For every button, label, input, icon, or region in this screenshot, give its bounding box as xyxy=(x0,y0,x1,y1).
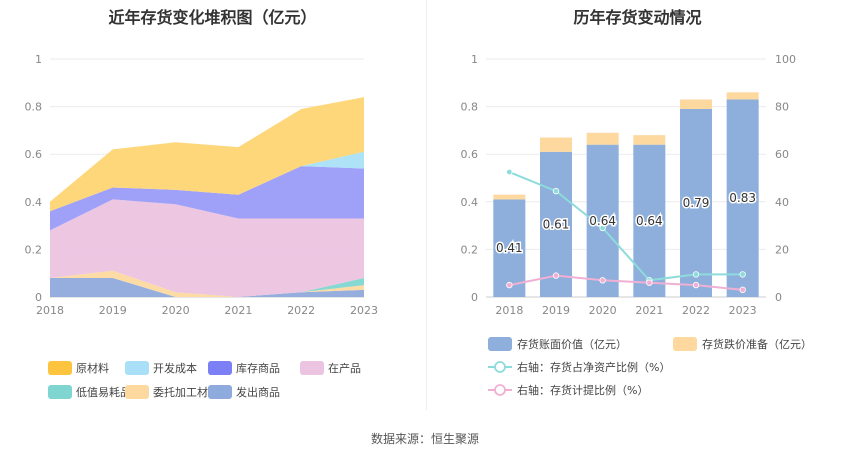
legend-marker xyxy=(494,361,506,373)
y-tick-label: 0.4 xyxy=(461,196,479,209)
line-point xyxy=(552,272,560,279)
y-tick-label: 0.8 xyxy=(461,101,479,114)
legend-label: 右轴：存货占净资产比例（%） xyxy=(517,360,670,374)
x-tick-label: 2022 xyxy=(287,304,315,317)
legend-swatch xyxy=(488,337,512,351)
bar-impairment xyxy=(633,135,666,145)
x-tick-label: 2019 xyxy=(542,304,570,317)
legend-swatch xyxy=(208,385,232,399)
legend-swatch xyxy=(48,361,72,375)
legend-label: 委托加工材料 xyxy=(153,385,219,399)
bar-book-value xyxy=(680,108,712,297)
legend-swatch xyxy=(125,361,149,375)
y2-tick-label: 60 xyxy=(775,148,789,161)
chart-divider xyxy=(426,0,427,410)
stacked-area-chart: 0 0.2 0.4 0.6 0.8 1 2018 2019 2020 2021 2022 2023 原材… xyxy=(25,53,378,399)
legend-label: 存货账面价值（亿元） xyxy=(517,337,627,351)
x-tick-label: 2022 xyxy=(682,304,710,317)
area-series xyxy=(50,278,364,297)
bar-data-label: 0.79 xyxy=(683,196,710,210)
legend-swatch xyxy=(48,385,72,399)
bar-data-label: 0.61 xyxy=(543,217,570,231)
bar-book-value xyxy=(726,99,759,298)
y2-tick-label: 40 xyxy=(775,196,789,209)
left-chart-title: 近年存货变化堆积图（亿元） xyxy=(108,8,317,27)
line-point xyxy=(506,281,513,289)
data-source: 数据来源：恒生聚源 xyxy=(370,432,479,446)
legend-marker xyxy=(494,384,506,396)
y-tick-label: 1 xyxy=(35,53,42,66)
y-tick-label: 0 xyxy=(471,291,478,304)
y2-tick-label: 20 xyxy=(775,243,789,256)
y-tick-label: 0 xyxy=(35,291,42,304)
line-point xyxy=(506,168,513,176)
y-tick-label: 0.6 xyxy=(461,148,479,161)
bar-book-value xyxy=(633,144,666,297)
line-point xyxy=(552,187,560,195)
bar-impairment xyxy=(680,99,712,109)
bar-impairment xyxy=(586,132,619,145)
bar-data-label: 0.64 xyxy=(636,214,663,228)
line-series xyxy=(509,274,743,291)
legend-label: 开发成本 xyxy=(153,361,197,375)
area-series xyxy=(50,270,364,297)
legend-swatch xyxy=(300,361,324,375)
y-tick-label: 0.2 xyxy=(25,243,43,256)
y-tick-label: 1 xyxy=(471,53,478,66)
legend-label: 低值易耗品 xyxy=(76,386,131,399)
x-tick-label: 2021 xyxy=(635,304,663,317)
legend-swatch xyxy=(125,385,149,399)
line-series xyxy=(508,171,743,282)
x-tick-label: 2023 xyxy=(350,304,378,317)
bar-data-label: 0.41 xyxy=(496,241,523,255)
bar-book-value xyxy=(493,199,526,297)
x-tick-label: 2019 xyxy=(99,304,127,317)
x-tick-label: 2020 xyxy=(589,304,617,317)
y-tick-label: 0.8 xyxy=(25,101,43,114)
x-tick-label: 2020 xyxy=(162,304,190,317)
line-point xyxy=(739,271,746,278)
x-tick-label: 2018 xyxy=(495,304,523,317)
y-tick-label: 0.4 xyxy=(25,196,43,209)
y-tick-label: 0.6 xyxy=(25,148,43,161)
right-chart-title: 历年存货变动情况 xyxy=(573,8,702,27)
bar-impairment xyxy=(540,137,572,152)
area-series xyxy=(50,97,364,212)
y2-tick-label: 100 xyxy=(775,53,796,66)
legend-label: 发出商品 xyxy=(236,385,280,399)
line-point xyxy=(692,271,700,278)
line-point xyxy=(599,224,606,232)
x-tick-label: 2023 xyxy=(729,304,757,317)
area-series xyxy=(50,166,364,231)
legend-label: 存货跌价准备（亿元） xyxy=(702,337,812,351)
y-tick-label: 0.2 xyxy=(461,243,479,256)
legend-label: 右轴：存货计提比例（%） xyxy=(517,383,648,397)
y2-tick-label: 80 xyxy=(775,101,789,114)
bar-book-value xyxy=(586,144,619,297)
line-point xyxy=(692,281,700,289)
line-point xyxy=(646,279,653,286)
x-tick-label: 2021 xyxy=(224,304,252,317)
x-tick-label: 2018 xyxy=(36,304,64,317)
y2-tick-label: 0 xyxy=(775,291,782,304)
bar-data-label: 0.64 xyxy=(589,214,616,228)
legend-label: 库存商品 xyxy=(236,361,280,375)
line-point xyxy=(739,286,746,294)
area-series xyxy=(50,199,364,297)
bar-impairment xyxy=(493,194,526,200)
legend-swatch xyxy=(208,361,232,375)
legend-label: 原材料 xyxy=(76,361,109,375)
bar-data-label: 0.83 xyxy=(729,191,756,205)
legend-label: 在产品 xyxy=(328,361,361,375)
line-point xyxy=(599,277,606,284)
legend-swatch xyxy=(673,337,697,351)
bar-impairment xyxy=(726,92,759,100)
bar-line-chart: 0 0.2 0.4 0.6 0.8 1 0 20 40 60 80 100 2018 2019 2020 20… xyxy=(461,53,813,397)
